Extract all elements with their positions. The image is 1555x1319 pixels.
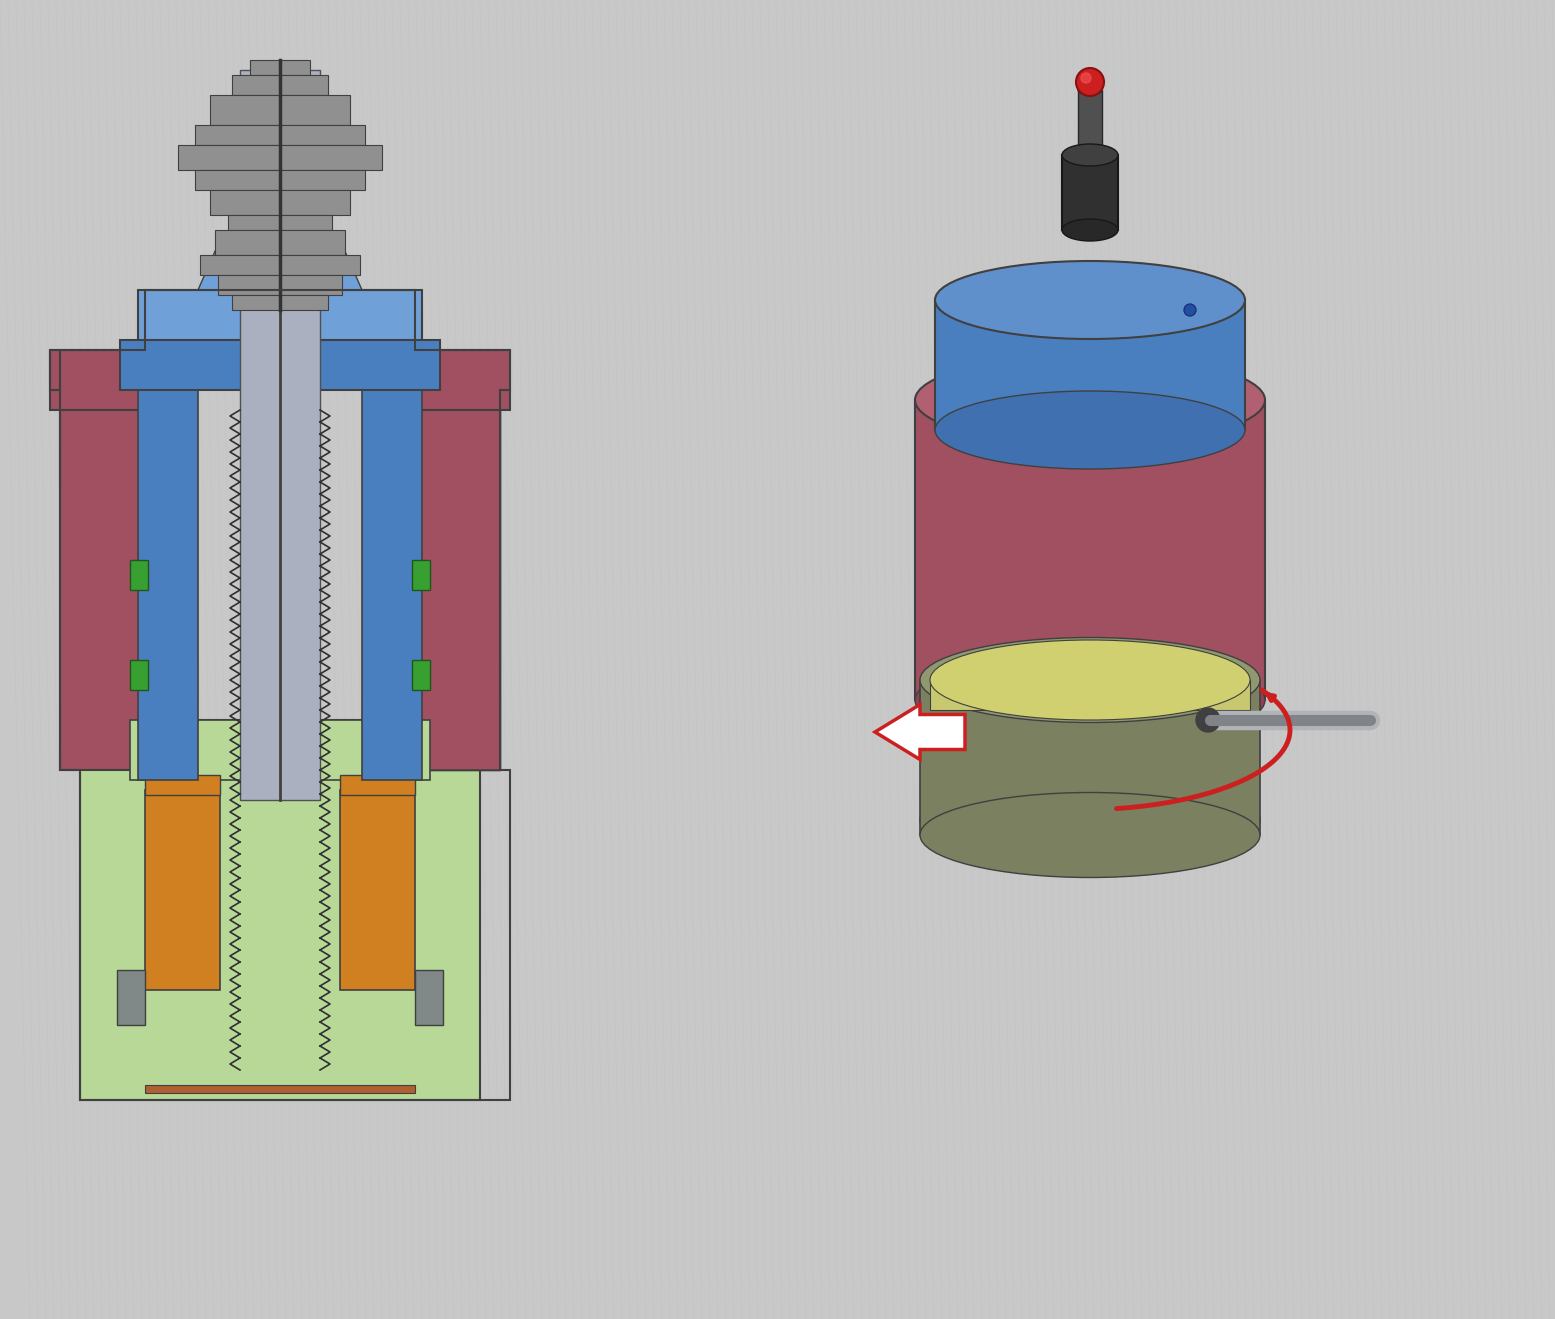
Ellipse shape [921, 793, 1260, 877]
Bar [412, 660, 431, 690]
Bar [921, 681, 1260, 835]
Bar [138, 290, 197, 780]
Ellipse shape [921, 765, 1260, 874]
Circle shape [1076, 69, 1104, 96]
Bar [210, 95, 350, 125]
Bar [415, 969, 443, 1025]
Bar [117, 969, 145, 1025]
Bar [229, 215, 333, 230]
Ellipse shape [921, 637, 1260, 723]
Bar [250, 59, 309, 75]
Bar [201, 255, 361, 274]
Ellipse shape [935, 261, 1246, 339]
Ellipse shape [914, 355, 1266, 445]
Bar [194, 125, 365, 145]
Circle shape [1183, 303, 1196, 317]
Bar [145, 776, 219, 795]
Bar [131, 561, 148, 590]
Bar [210, 190, 350, 215]
Bar [914, 400, 1266, 700]
Bar [120, 340, 440, 390]
Bar [145, 790, 219, 991]
Ellipse shape [970, 781, 1210, 859]
Bar [131, 660, 148, 690]
Circle shape [1196, 708, 1221, 732]
Bar [215, 230, 345, 255]
Bar [412, 561, 431, 590]
Bar [1078, 90, 1102, 160]
Bar [138, 290, 421, 350]
Bar [145, 1086, 415, 1093]
Bar [341, 790, 415, 991]
Bar [50, 350, 145, 410]
Bar [1062, 156, 1118, 230]
Ellipse shape [914, 656, 1266, 745]
FancyBboxPatch shape [420, 389, 501, 770]
Bar [341, 776, 415, 795]
Bar [232, 295, 328, 310]
Ellipse shape [1062, 144, 1118, 166]
Bar [218, 274, 342, 295]
Polygon shape [197, 240, 362, 290]
Ellipse shape [930, 640, 1250, 720]
Bar [239, 70, 320, 801]
Bar [79, 720, 480, 1100]
Bar [362, 290, 421, 780]
Bar [194, 170, 365, 190]
Bar [415, 350, 510, 410]
FancyArrow shape [875, 704, 966, 760]
Ellipse shape [1062, 219, 1118, 241]
Ellipse shape [1078, 84, 1102, 95]
Bar [131, 720, 431, 780]
Bar [935, 299, 1246, 430]
Ellipse shape [935, 390, 1246, 470]
FancyBboxPatch shape [61, 390, 140, 770]
Circle shape [1081, 73, 1092, 83]
Bar [930, 681, 1250, 710]
Bar [177, 145, 383, 170]
Bar [232, 75, 328, 95]
